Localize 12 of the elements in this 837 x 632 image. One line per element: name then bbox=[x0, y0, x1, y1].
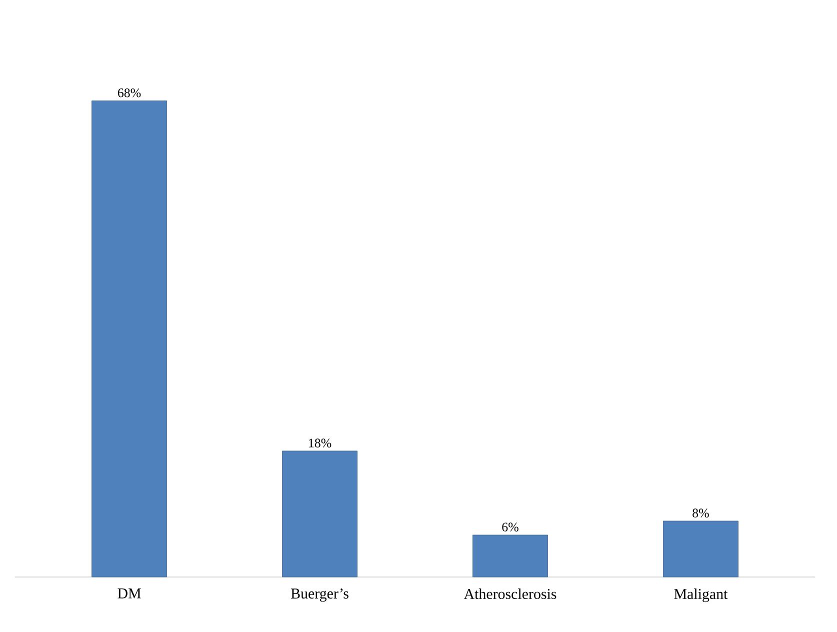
bar bbox=[92, 100, 167, 578]
x-tick-label: Buerger’s bbox=[291, 588, 348, 602]
data-label: 68% bbox=[118, 88, 141, 98]
bar bbox=[472, 534, 548, 578]
bar bbox=[282, 450, 358, 578]
x-tick-label: Maligant bbox=[674, 588, 728, 602]
data-label: 6% bbox=[502, 522, 518, 532]
data-label: 8% bbox=[692, 508, 709, 518]
data-label: 18% bbox=[309, 438, 332, 448]
x-tick-label: Atherosclerosis bbox=[464, 588, 556, 600]
bar bbox=[663, 520, 738, 578]
x-tick-label: DM bbox=[118, 588, 141, 598]
